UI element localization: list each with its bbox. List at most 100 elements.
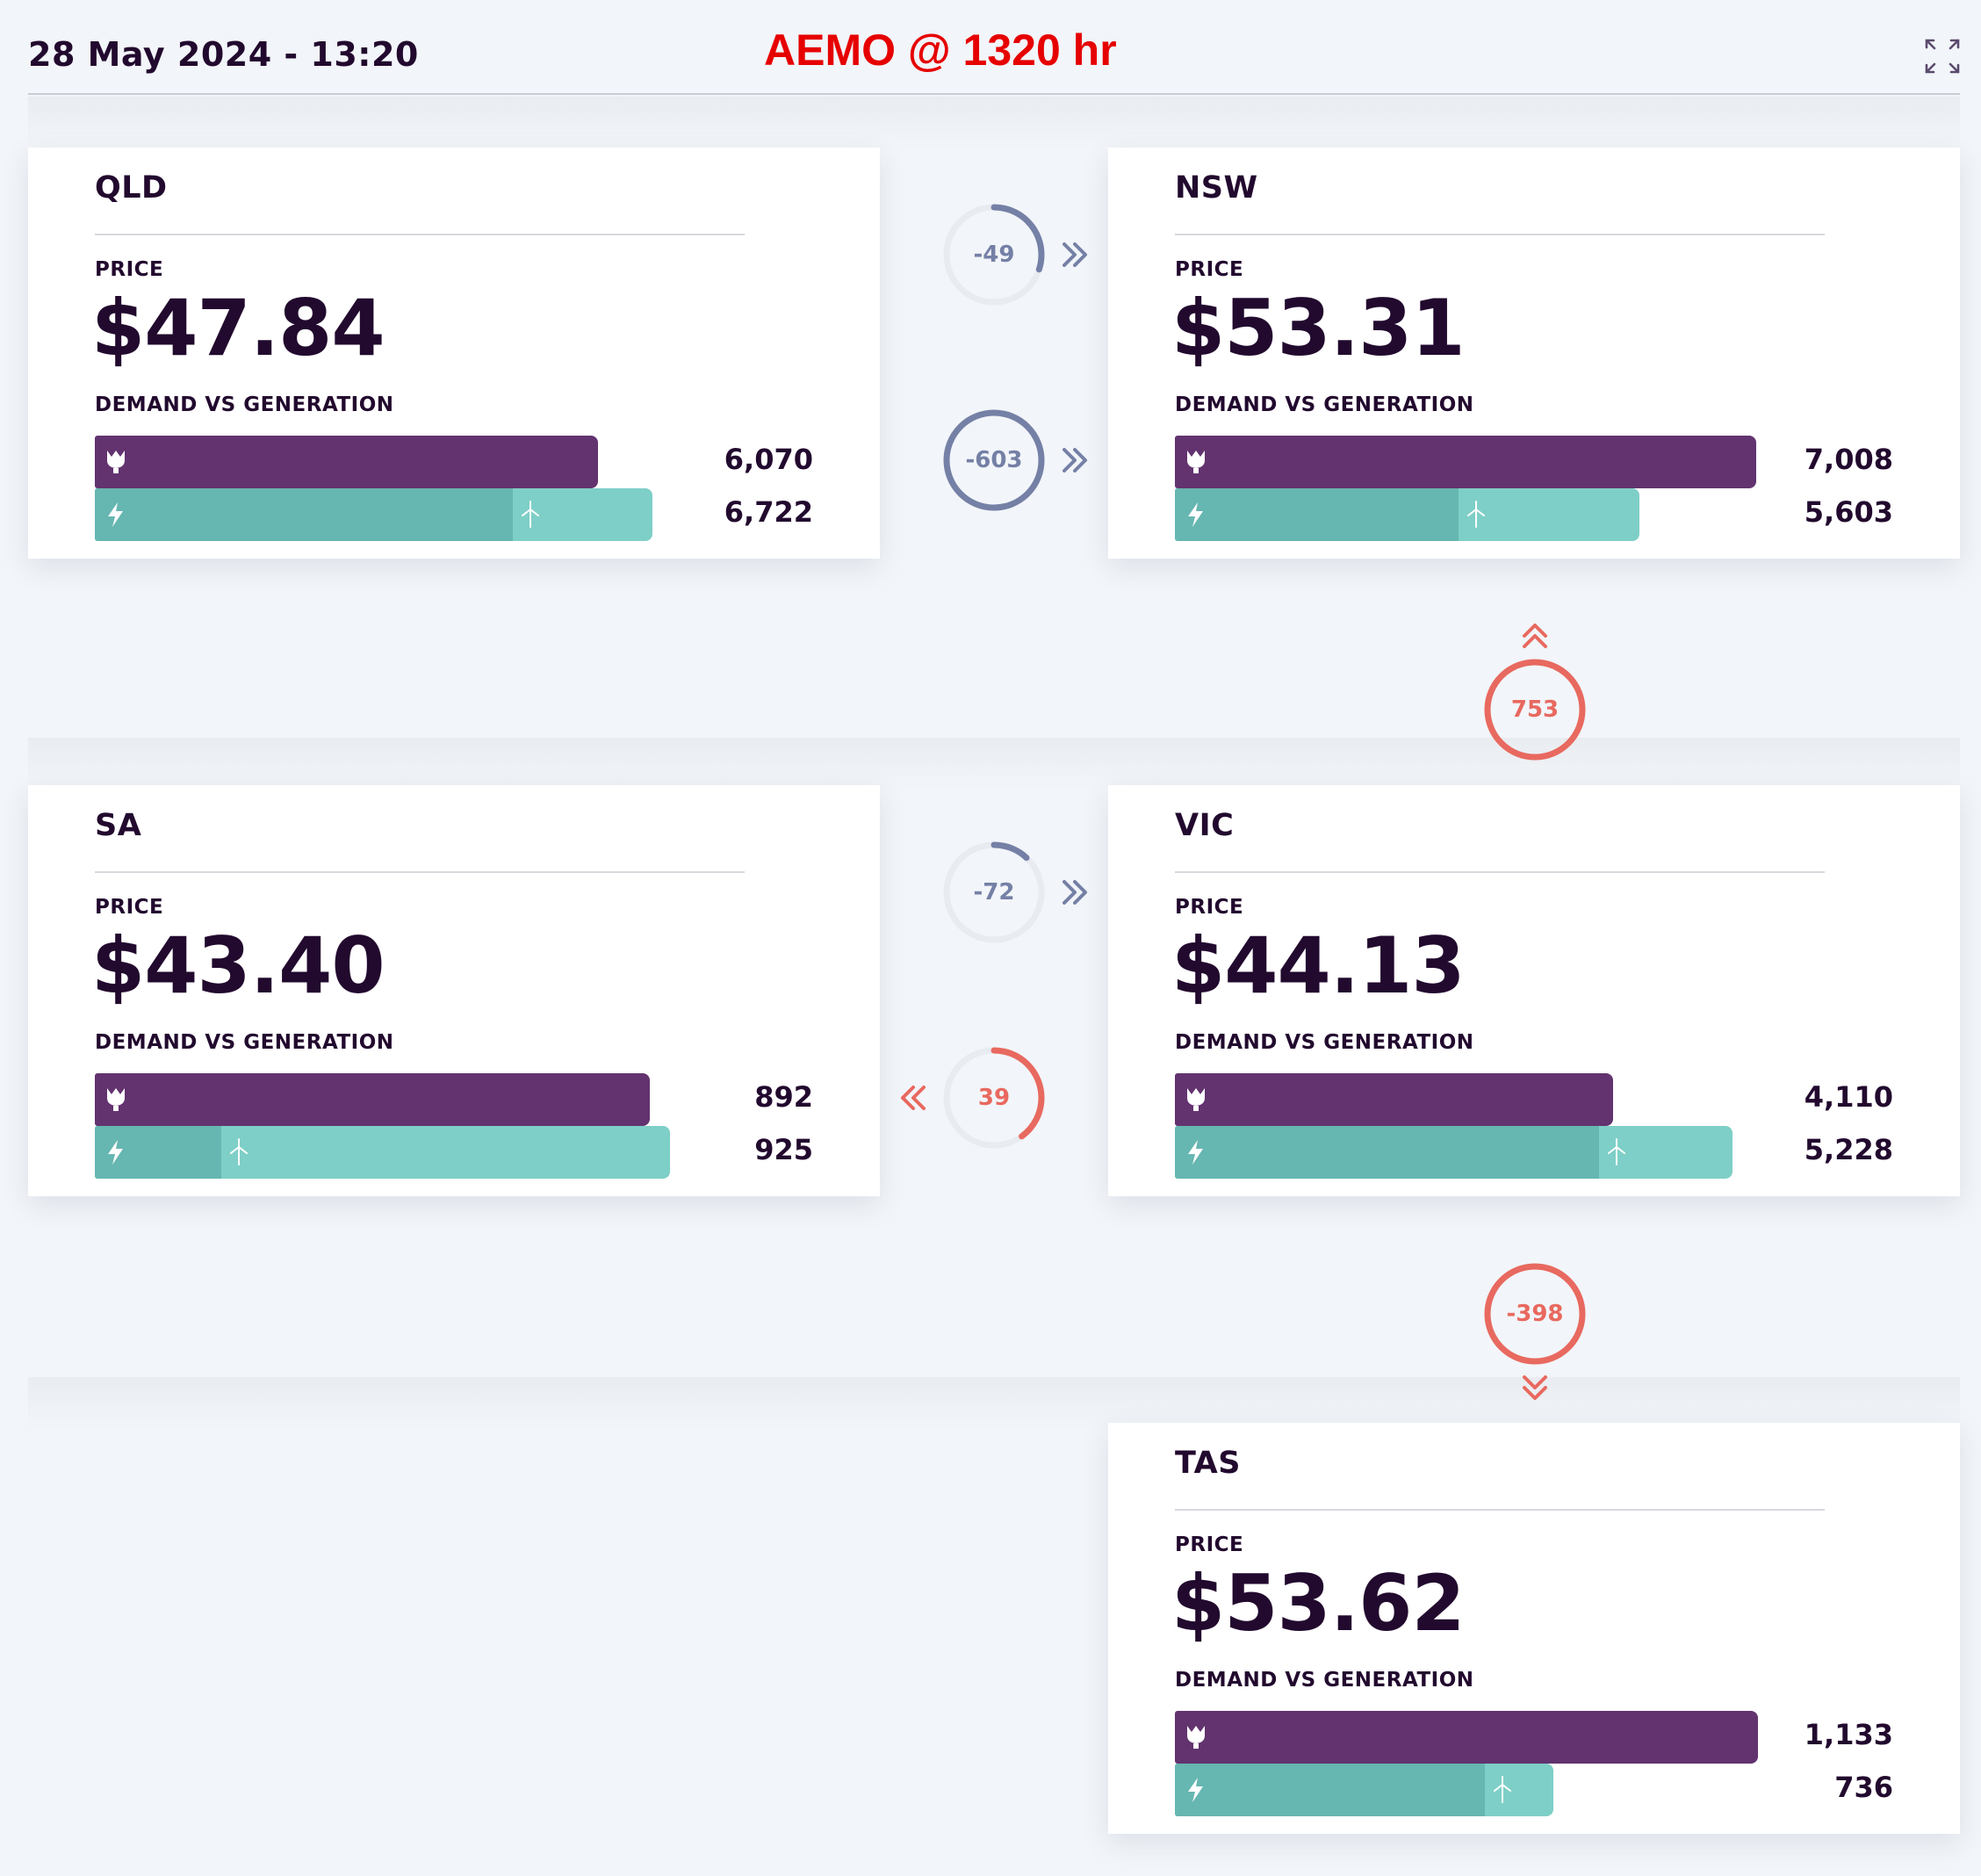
generation-bar [95,1126,670,1179]
demand-value: 892 [754,1080,813,1114]
generation-bar [95,488,652,541]
card-divider [95,871,745,873]
datetime: 28 May 2024 - 13:20 [28,35,419,74]
region-name: QLD [95,170,168,206]
double-chevron-left-icon [901,1086,926,1110]
interconnector-vic-tas[interactable]: -398 [1480,1259,1589,1368]
demand-value: 1,133 [1804,1718,1893,1751]
wind-turbine-icon [1494,1776,1511,1803]
double-chevron-right-icon [1063,448,1087,473]
region-name: TAS [1175,1446,1241,1481]
region-card-qld[interactable]: QLD PRICE $47.84 DEMAND VS GENERATION 6,… [28,148,880,559]
interconnector-nsw-vic[interactable]: 753 [1480,655,1589,764]
generation-value: 736 [1834,1771,1893,1804]
price-label: PRICE [1175,1533,1244,1556]
flow-ring-gauge [1484,659,1586,761]
lightning-icon [1188,1778,1203,1802]
double-chevron-right-icon [1063,880,1087,905]
demand-bar [1175,1073,1613,1126]
generation-bar [1175,488,1639,541]
demand-bar [1175,436,1756,488]
flow-ring-gauge [943,841,1045,943]
double-chevron-down-icon [1523,1375,1547,1400]
lightning-icon [108,502,123,527]
generation-value: 5,603 [1804,495,1893,529]
price-label: PRICE [95,258,164,281]
consumer-icon [107,1088,125,1111]
generation-bar-fossil [1175,1126,1599,1179]
demand-value: 4,110 [1804,1080,1893,1114]
demand-bar [95,436,598,488]
flow-ring-gauge [943,204,1045,306]
flow-value: -72 [973,879,1015,906]
lightning-icon [108,1140,123,1165]
flow-value: 39 [977,1085,1011,1111]
demand-bar [95,1073,650,1126]
generation-bar [1175,1764,1553,1816]
flow-ring-gauge [943,409,1045,511]
demand-vs-generation-label: DEMAND VS GENERATION [95,1031,394,1054]
generation-value: 925 [754,1133,813,1166]
flow-ring-gauge [1484,1263,1586,1365]
header-divider [28,93,1960,95]
expand-icon[interactable] [1923,37,1962,76]
price-value: $53.31 [1171,283,1466,373]
price-label: PRICE [1175,896,1244,919]
flow-value: -398 [1506,1301,1564,1327]
interconnector-qld-nsw-2[interactable]: -603 [940,406,1048,515]
flow-value: -49 [973,242,1015,268]
card-divider [95,234,745,235]
interconnector-qld-nsw-1[interactable]: -49 [940,200,1048,309]
price-label: PRICE [95,896,164,919]
wind-turbine-icon [230,1138,248,1165]
region-card-tas[interactable]: TAS PRICE $53.62 DEMAND VS GENERATION 1,… [1108,1423,1960,1834]
generation-bar-fossil [1175,1764,1485,1816]
demand-value: 6,070 [724,443,813,476]
wind-turbine-icon [1467,501,1485,528]
region-name: VIC [1175,808,1235,843]
row-band [28,97,1960,149]
demand-vs-generation-label: DEMAND VS GENERATION [1175,393,1474,416]
price-value: $44.13 [1171,920,1466,1011]
demand-vs-generation-label: DEMAND VS GENERATION [95,393,394,416]
generation-value: 5,228 [1804,1133,1893,1166]
region-name: NSW [1175,170,1258,206]
region-card-nsw[interactable]: NSW PRICE $53.31 DEMAND VS GENERATION 7,… [1108,148,1960,559]
demand-value: 7,008 [1804,443,1893,476]
card-divider [1175,1509,1825,1511]
price-label: PRICE [1175,258,1244,281]
interconnector-sa-vic-2[interactable]: 39 [940,1043,1048,1152]
demand-vs-generation-label: DEMAND VS GENERATION [1175,1031,1474,1054]
card-divider [1175,234,1825,235]
wind-turbine-icon [522,501,539,528]
price-value: $53.62 [1171,1558,1466,1649]
interconnector-sa-vic-1[interactable]: -72 [940,838,1048,947]
consumer-icon [1187,1726,1205,1749]
lightning-icon [1188,1140,1203,1165]
generation-bar-fossil [95,488,513,541]
flow-value: 753 [1510,696,1560,723]
generation-value: 6,722 [724,495,813,529]
region-card-vic[interactable]: VIC PRICE $44.13 DEMAND VS GENERATION 4,… [1108,785,1960,1196]
region-card-sa[interactable]: SA PRICE $43.40 DEMAND VS GENERATION 892… [28,785,880,1196]
lightning-icon [1188,502,1203,527]
double-chevron-right-icon [1063,242,1087,267]
demand-bar [1175,1711,1758,1764]
flow-ring-gauge [943,1047,1045,1149]
consumer-icon [107,451,125,473]
row-band [28,1377,1960,1430]
consumer-icon [1187,1088,1205,1111]
row-band [28,738,1960,790]
wind-turbine-icon [1608,1138,1625,1165]
generation-bar-fossil [1175,488,1459,541]
price-value: $43.40 [91,920,385,1011]
consumer-icon [1187,451,1205,473]
region-name: SA [95,808,142,843]
generation-bar [1175,1126,1732,1179]
annotation-title: AEMO @ 1320 hr [764,25,1117,75]
price-value: $47.84 [91,283,385,373]
double-chevron-up-icon [1523,624,1547,648]
flow-value: -603 [965,447,1023,473]
demand-vs-generation-label: DEMAND VS GENERATION [1175,1669,1474,1692]
